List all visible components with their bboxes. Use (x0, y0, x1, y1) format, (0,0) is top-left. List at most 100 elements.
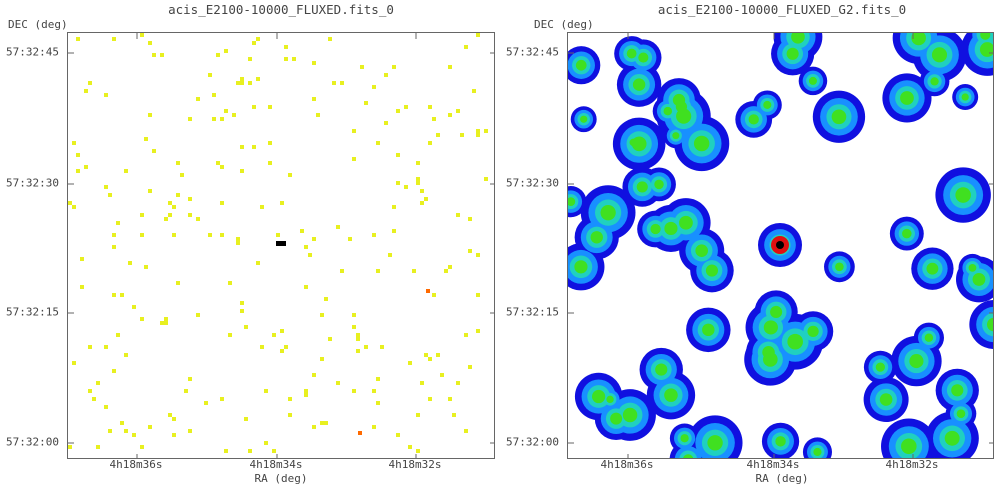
event-pixel (436, 133, 440, 137)
event-pixel (456, 109, 460, 113)
emission-blob (664, 388, 678, 402)
left-image-canvas[interactable] (67, 32, 495, 459)
event-pixel (84, 89, 88, 93)
emission-blob (791, 33, 805, 44)
emission-blob (655, 363, 668, 376)
event-pixel (460, 133, 464, 137)
event-pixel (224, 109, 228, 113)
event-pixel (356, 333, 360, 337)
event-pixel (248, 57, 252, 61)
event-pixel (204, 401, 208, 405)
event-pixel (320, 313, 324, 317)
bright-event-pixel (358, 431, 362, 435)
emission-blob (813, 447, 822, 457)
event-pixel (432, 117, 436, 121)
left-panel-title: acis_E2100-10000_FLUXED.fits_0 (168, 2, 394, 17)
emission-blob (763, 320, 778, 335)
event-pixel (104, 93, 108, 97)
event-pixel (360, 65, 364, 69)
event-pixel (224, 49, 228, 53)
event-pixel (292, 57, 296, 61)
emission-blob (901, 438, 917, 455)
emission-blob (631, 136, 647, 152)
right-image-canvas[interactable] (567, 32, 994, 459)
event-pixel (112, 37, 116, 41)
left-dec-axis-label: DEC (deg) (8, 18, 68, 31)
right-dec-axis-label: DEC (deg) (534, 18, 594, 31)
event-pixel (352, 129, 356, 133)
event-pixel (244, 325, 248, 329)
event-pixel (340, 269, 344, 273)
event-pixel (268, 161, 272, 165)
event-pixel (276, 233, 280, 237)
event-pixel (420, 201, 424, 205)
event-pixel (448, 397, 452, 401)
event-pixel (256, 261, 260, 265)
emission-blob (748, 114, 759, 125)
left-xtick-34s: 4h18m34s (249, 458, 303, 471)
event-pixel (76, 169, 80, 173)
event-pixel (308, 253, 312, 257)
event-pixel (112, 293, 116, 297)
event-pixel (304, 285, 308, 289)
event-pixel (176, 161, 180, 165)
emission-blob (879, 393, 893, 406)
event-pixel (320, 421, 324, 425)
event-pixel (172, 433, 176, 437)
emission-blob (924, 333, 934, 342)
event-pixel (444, 269, 448, 273)
event-pixel (228, 333, 232, 337)
event-pixel (244, 417, 248, 421)
emission-blob (770, 305, 783, 319)
event-pixel (312, 61, 316, 65)
event-pixel (72, 141, 76, 145)
emission-blob (808, 76, 817, 85)
emission-blob (979, 42, 993, 57)
event-pixel (220, 117, 224, 121)
emission-blob (695, 244, 708, 257)
emission-blob (900, 91, 914, 105)
axis-ticks (68, 33, 494, 458)
emission-blob (930, 77, 939, 86)
event-pixel (476, 329, 480, 333)
event-pixel (392, 205, 396, 209)
event-pixel (256, 77, 260, 81)
event-pixel (80, 285, 84, 289)
event-pixel (476, 133, 480, 137)
event-pixel (264, 441, 268, 445)
emission-blob (636, 181, 648, 193)
emission-blob (679, 215, 693, 230)
event-pixel (384, 121, 388, 125)
event-pixel (88, 389, 92, 393)
event-pixel (112, 245, 116, 249)
event-pixel (148, 189, 152, 193)
right-xtick-34s: 4h18m34s (746, 458, 800, 471)
event-pixel (312, 97, 316, 101)
event-pixel (284, 345, 288, 349)
event-pixel (140, 213, 144, 217)
right-ytick-30: 57:32:30 (506, 176, 559, 190)
event-pixel (240, 301, 244, 305)
event-pixel (416, 449, 420, 453)
event-pixel (464, 45, 468, 49)
event-pixel (88, 81, 92, 85)
event-pixel (312, 237, 316, 241)
event-pixel (132, 433, 136, 437)
event-pixel (188, 197, 192, 201)
event-pixel (380, 345, 384, 349)
event-pixel (304, 389, 308, 393)
event-pixel (220, 397, 224, 401)
event-pixels (68, 33, 488, 453)
event-pixel (396, 181, 400, 185)
event-pixel (172, 205, 176, 209)
event-pixel (284, 57, 288, 61)
event-pixel (440, 373, 444, 377)
event-pixel (320, 357, 324, 361)
source-core (776, 241, 784, 249)
emission-blob (600, 204, 616, 221)
left-ra-axis-label: RA (deg) (254, 472, 308, 485)
event-pixel (396, 433, 400, 437)
event-pixel (140, 445, 144, 449)
event-pixel (420, 381, 424, 385)
event-pixel (76, 153, 80, 157)
